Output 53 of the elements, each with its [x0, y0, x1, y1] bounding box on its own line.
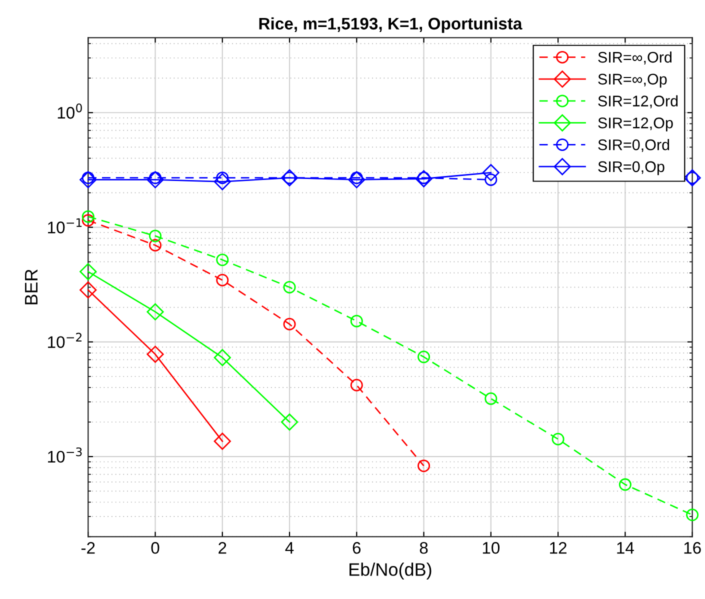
point — [350, 378, 363, 392]
point — [283, 280, 296, 294]
point — [146, 346, 164, 363]
y-tick-label: 10$^{−1}$ — [48, 218, 82, 234]
point — [283, 318, 296, 330]
point — [618, 478, 632, 491]
y-tick-label: 10$^{−3}$ — [48, 447, 82, 463]
legend-label: SIR=12,Ord — [598, 95, 678, 108]
point — [484, 392, 498, 405]
point — [149, 238, 162, 252]
point — [80, 281, 97, 298]
x-tick-label: 4 — [285, 542, 294, 554]
y-axis-title: BER — [25, 269, 38, 304]
y-tick-label: 10$^{0}$ — [58, 104, 82, 119]
point — [214, 173, 231, 190]
point — [482, 164, 500, 182]
x-tick-label: 12 — [550, 542, 566, 554]
point — [80, 171, 97, 188]
point — [216, 254, 229, 266]
point — [348, 171, 366, 188]
x-axis-title: Eb/No(dB) — [350, 562, 432, 580]
x-tick-label: 16 — [684, 542, 701, 554]
point — [80, 263, 97, 280]
x-tick-label: 2 — [218, 542, 226, 554]
x-tick-label: 8 — [420, 542, 428, 554]
point — [216, 274, 229, 286]
chart-title: Rice, m=1,5193, K=1, Oportunista — [259, 17, 522, 33]
point — [146, 303, 164, 320]
x-tick-label: 6 — [352, 542, 361, 554]
point — [418, 460, 430, 472]
point — [686, 508, 699, 522]
point — [484, 173, 498, 186]
point — [350, 314, 363, 328]
legend-label: SIR=0,Op — [598, 161, 664, 176]
point — [214, 349, 231, 366]
x-tick-label: 10 — [482, 542, 500, 554]
point — [280, 414, 298, 431]
point — [82, 214, 94, 227]
legend-label: SIR=∞,Op — [598, 74, 667, 88]
point — [418, 350, 430, 364]
point — [214, 432, 231, 450]
y-tick-label: 10$^{−2}$ — [48, 332, 82, 348]
point — [552, 432, 564, 446]
point — [146, 171, 164, 188]
point — [82, 210, 94, 223]
x-tick-label: 0 — [151, 542, 160, 554]
x-tick-label: -2 — [81, 542, 95, 554]
x-tick-label: 14 — [617, 542, 634, 554]
legend-label: SIR=0,Ord — [598, 139, 670, 152]
point — [415, 170, 432, 188]
point — [149, 230, 162, 242]
legend-label: SIR=12,Op — [598, 118, 673, 132]
legend-label: SIR=∞,Ord — [598, 51, 672, 65]
